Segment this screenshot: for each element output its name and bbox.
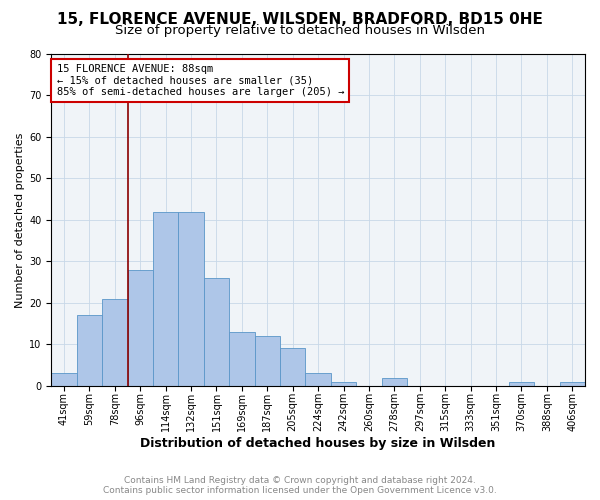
Bar — [331, 382, 356, 386]
Bar — [560, 382, 585, 386]
Bar — [153, 212, 178, 386]
Bar — [51, 374, 77, 386]
Text: Size of property relative to detached houses in Wilsden: Size of property relative to detached ho… — [115, 24, 485, 37]
Bar — [102, 298, 128, 386]
Text: 15, FLORENCE AVENUE, WILSDEN, BRADFORD, BD15 0HE: 15, FLORENCE AVENUE, WILSDEN, BRADFORD, … — [57, 12, 543, 28]
X-axis label: Distribution of detached houses by size in Wilsden: Distribution of detached houses by size … — [140, 437, 496, 450]
Text: 15 FLORENCE AVENUE: 88sqm
← 15% of detached houses are smaller (35)
85% of semi-: 15 FLORENCE AVENUE: 88sqm ← 15% of detac… — [56, 64, 344, 97]
Bar — [77, 316, 102, 386]
Bar — [178, 212, 204, 386]
Bar — [509, 382, 534, 386]
Bar — [204, 278, 229, 386]
Bar — [382, 378, 407, 386]
Bar — [305, 374, 331, 386]
Text: Contains HM Land Registry data © Crown copyright and database right 2024.
Contai: Contains HM Land Registry data © Crown c… — [103, 476, 497, 495]
Bar — [280, 348, 305, 386]
Bar — [128, 270, 153, 386]
Bar — [229, 332, 254, 386]
Bar — [254, 336, 280, 386]
Y-axis label: Number of detached properties: Number of detached properties — [15, 132, 25, 308]
